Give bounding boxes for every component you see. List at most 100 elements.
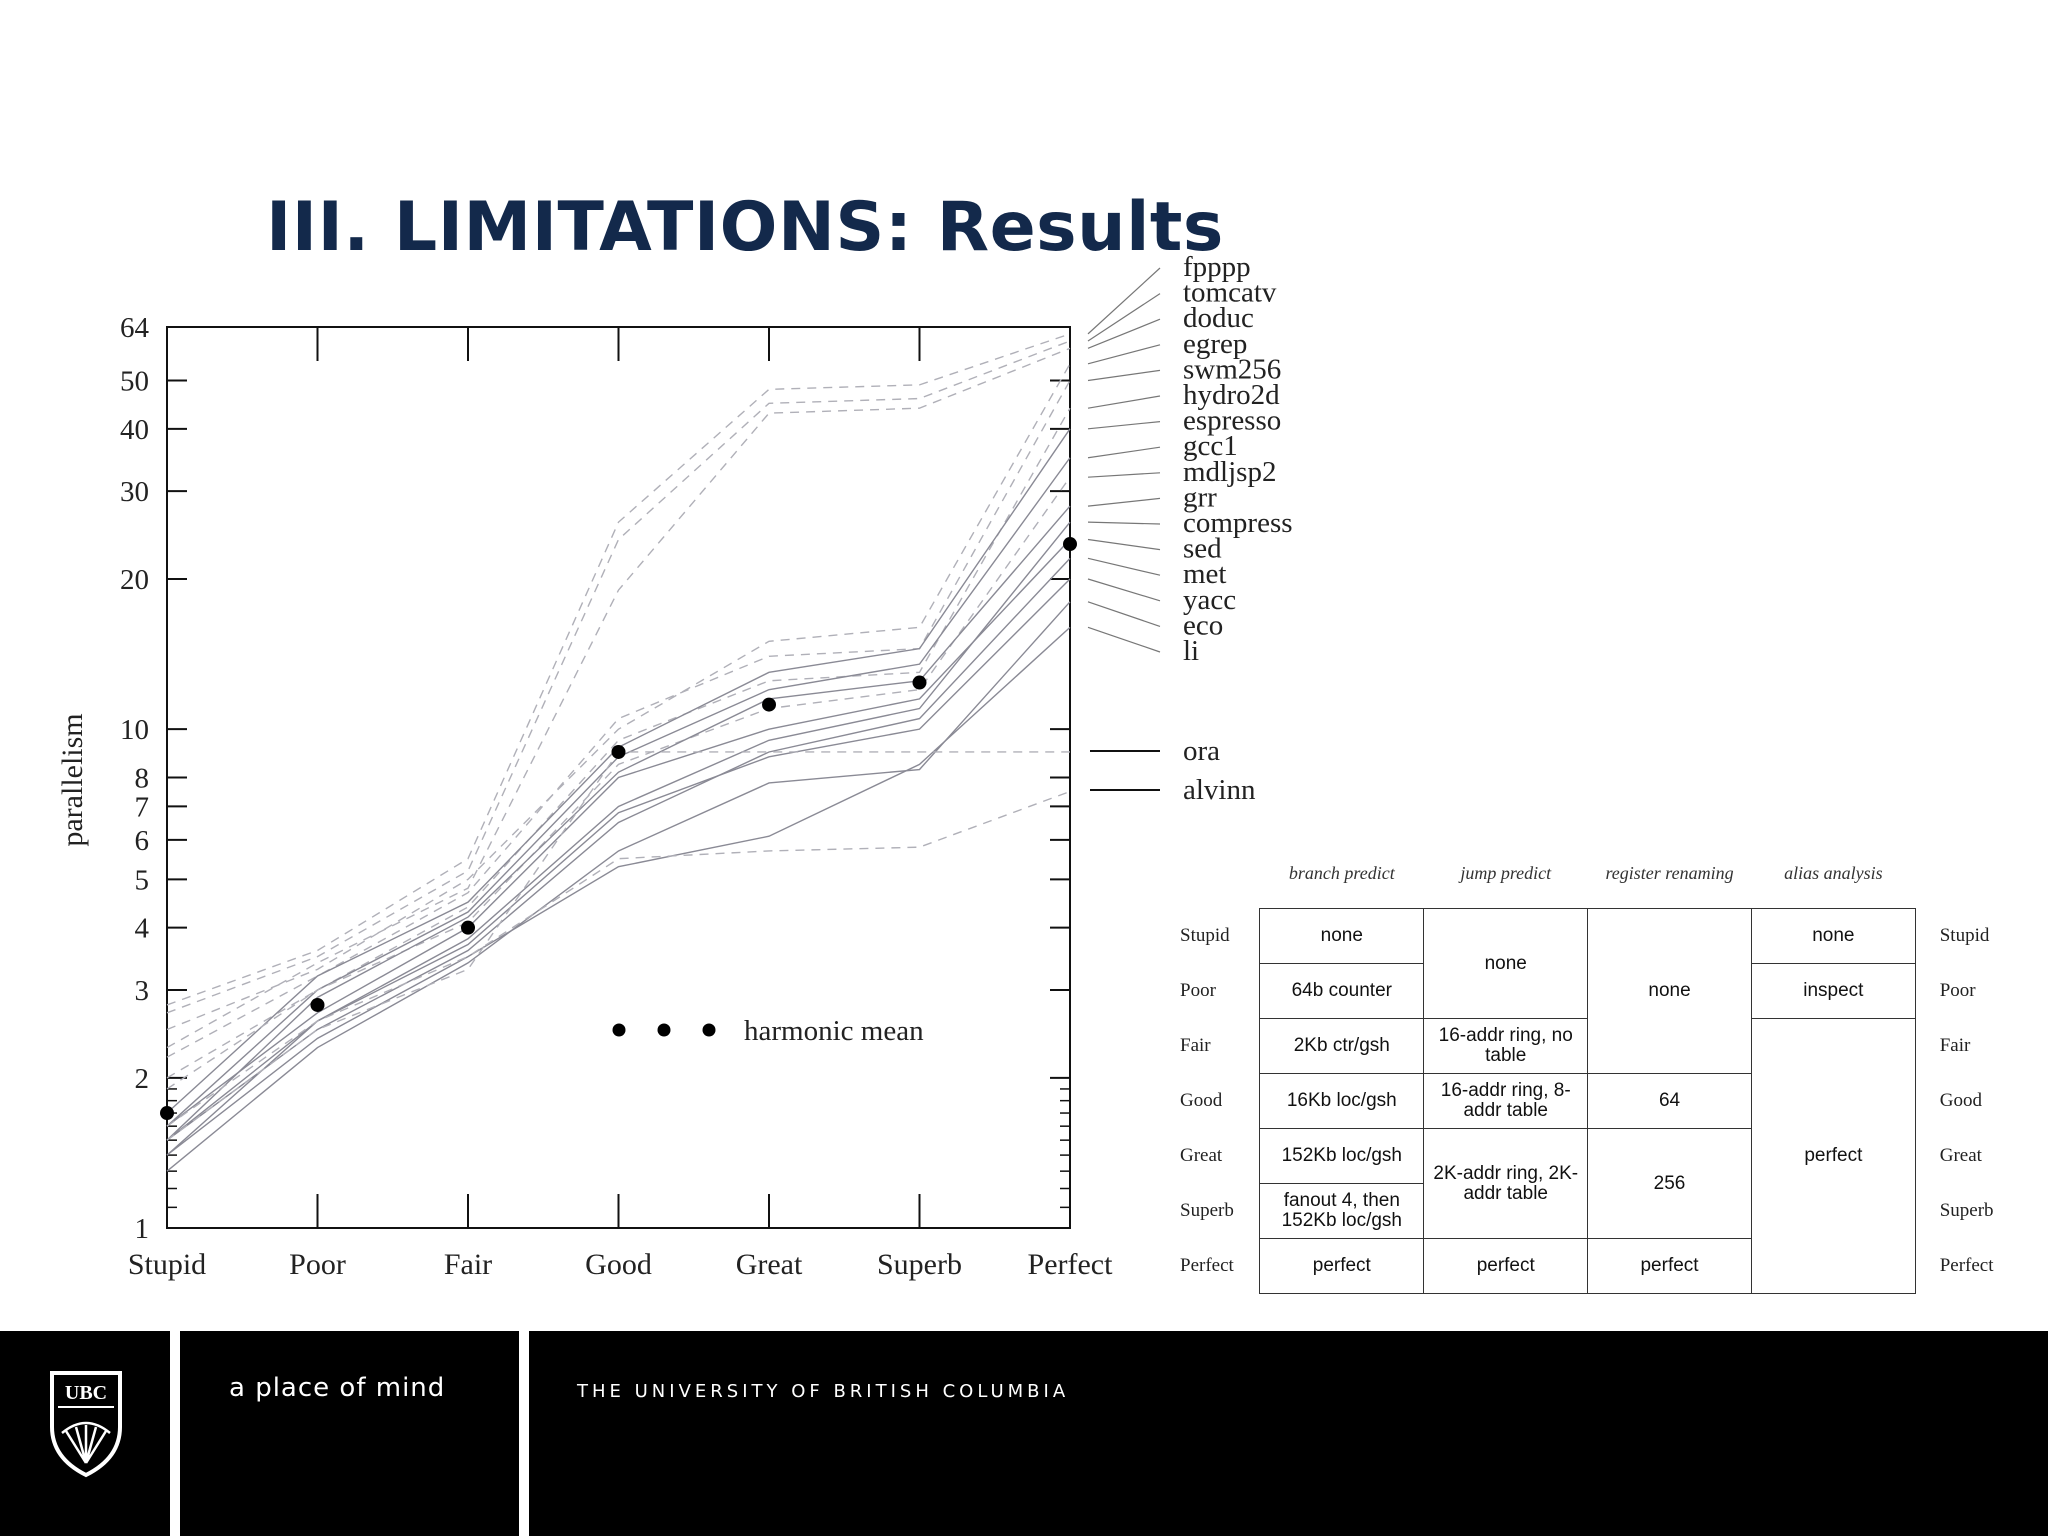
table-cell: 2Kb ctr/gsh	[1259, 1018, 1424, 1074]
harmonic-mean-point	[461, 920, 475, 935]
university-name: THE UNIVERSITY OF BRITISH COLUMBIA	[577, 1381, 1070, 1402]
table-cell: perfect	[1423, 1238, 1588, 1294]
legend-label-fpppp: fpppp	[1183, 251, 1251, 283]
row-label: Poor	[1180, 980, 1216, 1001]
configuration-table: branch predict jump predict register ren…	[1162, 838, 2048, 1294]
annotation-dot	[657, 1023, 671, 1037]
legend-label-gcc1: gcc1	[1183, 430, 1238, 462]
annotation-label: harmonic mean	[744, 1015, 924, 1047]
table-cell: inspect	[1751, 963, 1916, 1019]
table-cell: 64b counter	[1259, 963, 1424, 1019]
table-cell: 2K-addr ring, 2K-addr table	[1423, 1128, 1588, 1239]
table-cell: 16-addr ring, 8-addr table	[1423, 1073, 1588, 1129]
parallelism-chart: 1 2 3 4 5 678 10 20 30 40 50 64 Stupid Poor Fair Good G…	[56, 251, 1293, 1281]
legend-label-hydro2d: hydro2d	[1183, 379, 1280, 411]
harmonic-mean-point	[762, 697, 776, 712]
series-line-espresso	[166, 428, 1071, 1114]
legend-label-yacc: yacc	[1183, 584, 1236, 616]
legend-leader	[1087, 626, 1161, 653]
legend-label-ora: ora	[1183, 735, 1220, 767]
ubc-logo[interactable]: UBC	[48, 1369, 124, 1479]
legend-label-espresso: espresso	[1183, 405, 1281, 437]
slide-title: III. LIMITATIONS: Results	[266, 188, 1224, 267]
col-header-branch: branch predict	[1288, 863, 1395, 883]
y-tick-label: 64	[120, 312, 150, 344]
y-tick-label: 1	[135, 1213, 150, 1245]
slide: III. LIMITATIONS: Results 1 2 3 4 5 6 7 8 10 20 30…	[56, 188, 2048, 1294]
harmonic-mean-annotation: harmonic mean	[612, 1015, 924, 1047]
x-tick-label: Great	[736, 1248, 803, 1281]
row-label: Poor	[1939, 980, 1976, 1001]
series-line-hydro2d	[166, 407, 1071, 1079]
legend-label-mdljsp2: mdljsp2	[1183, 456, 1276, 488]
x-tick-label: Fair	[444, 1248, 492, 1281]
table-cell: none	[1423, 908, 1588, 1019]
y-tick-label: 50	[120, 365, 149, 397]
annotation-dot	[612, 1023, 626, 1037]
col-header-jump: jump predict	[1460, 863, 1552, 883]
legend-leader	[1087, 369, 1161, 382]
legend-leader	[1087, 267, 1161, 335]
series-line-met	[166, 557, 1071, 1141]
legend-label-sed: sed	[1183, 533, 1222, 565]
footer: UBC a place of mind THE UNIVERSITY OF BR…	[0, 1331, 2048, 1536]
table-cell: none	[1259, 908, 1424, 964]
legend-label-swm256: swm256	[1183, 353, 1281, 385]
table-cell: 256	[1587, 1128, 1752, 1239]
annotation-dot	[702, 1023, 716, 1037]
y-tick-label: 7	[135, 791, 150, 823]
legend-label-doduc: doduc	[1183, 302, 1254, 334]
table-cell: fanout 4, then 152Kb loc/gsh	[1259, 1183, 1424, 1239]
logo-text: UBC	[65, 1382, 107, 1404]
harmonic-mean-point	[611, 744, 626, 759]
legend-label-tomcatv: tomcatv	[1183, 277, 1277, 309]
row-label: Stupid	[1939, 925, 1990, 946]
y-tick-label: 6	[135, 825, 150, 857]
series-line-doduc	[166, 347, 1071, 1049]
row-label: Superb	[1180, 1200, 1234, 1221]
table-cell: none	[1751, 908, 1916, 964]
legend-label-grr: grr	[1183, 481, 1217, 513]
tagline: a place of mind	[229, 1373, 446, 1403]
legend-label-egrep: egrep	[1183, 328, 1247, 360]
series-line-sed	[166, 539, 1071, 1127]
row-label: Fair	[1939, 1035, 1971, 1056]
y-tick-label: 5	[135, 864, 150, 896]
y-axis-label: parallelism	[56, 713, 89, 846]
y-tick-label: 40	[120, 414, 149, 446]
legend-leader	[1087, 578, 1161, 602]
y-tick-label: 8	[135, 763, 150, 795]
legend-leader	[1087, 421, 1161, 430]
harmonic-mean-point	[310, 997, 325, 1012]
legend-leader	[1087, 521, 1161, 525]
row-label: Good	[1180, 1090, 1223, 1111]
legend-label-met: met	[1183, 558, 1227, 590]
row-label: Fair	[1180, 1035, 1211, 1056]
row-label: Perfect	[1180, 1255, 1234, 1276]
row-label: Great	[1939, 1145, 1982, 1166]
footer-divider	[170, 1331, 180, 1536]
y-tick-label: 10	[120, 714, 149, 746]
series-line-li	[166, 626, 1071, 1156]
table-cell: 16-addr ring, no table	[1423, 1018, 1588, 1074]
legend-leader	[1087, 293, 1161, 342]
benchmark-legend: fpppptomcatvdoducegrepswm256hydro2despre…	[1087, 251, 1293, 806]
table-cell: perfect	[1751, 1018, 1916, 1294]
table-cell: 152Kb loc/gsh	[1259, 1128, 1424, 1184]
row-label: Superb	[1939, 1200, 1994, 1221]
row-label: Stupid	[1180, 925, 1230, 946]
series-line-fpppp	[166, 333, 1071, 1006]
x-tick-label: Poor	[289, 1248, 346, 1281]
series-line-eco	[166, 601, 1071, 1172]
col-header-alias: alias analysis	[1784, 863, 1883, 883]
series-line-tomcatv	[166, 340, 1071, 1014]
legend-label-compress: compress	[1183, 507, 1293, 539]
footer-divider	[519, 1331, 529, 1536]
y-tick-label: 2	[135, 1063, 150, 1095]
row-label: Perfect	[1939, 1255, 1994, 1276]
col-header-rename: register renaming	[1605, 863, 1734, 883]
legend-leader	[1087, 472, 1161, 478]
x-tick-label: Stupid	[128, 1248, 206, 1281]
series-line-egrep	[166, 363, 1071, 1031]
table-cell: 64	[1587, 1073, 1752, 1129]
